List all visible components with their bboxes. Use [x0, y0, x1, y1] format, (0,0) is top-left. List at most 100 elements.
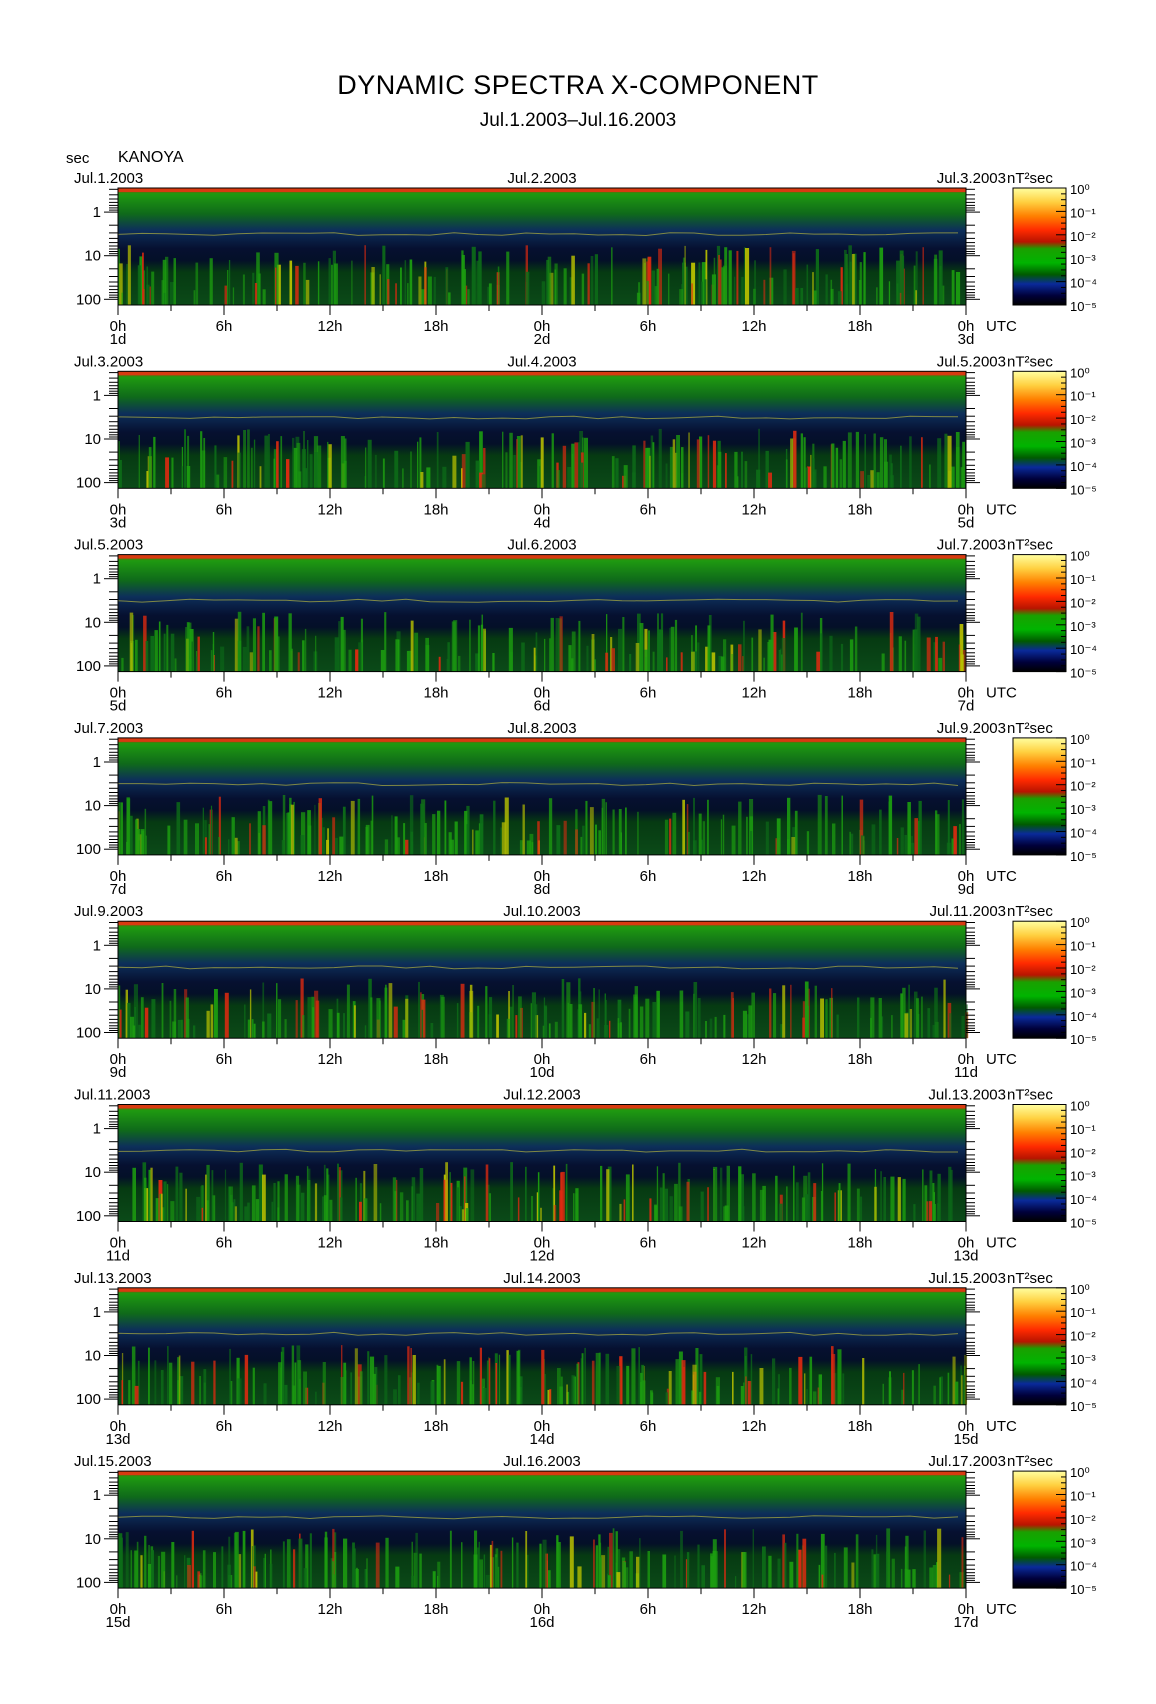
colorbar-label: 10⁻⁵ — [1070, 1399, 1097, 1414]
colorbar-label: 10⁻³ — [1070, 619, 1096, 634]
panel-start-date: Jul.3.2003 — [74, 353, 143, 370]
day-label: 9d — [958, 881, 975, 898]
y-tick-label: 1 — [93, 1304, 101, 1321]
x-tick-label: 0h — [958, 1601, 975, 1618]
y-tick-label: 10 — [84, 981, 101, 998]
spectrogram-top-band — [118, 371, 966, 376]
y-tick-label: 10 — [84, 1531, 101, 1548]
period-trace-line — [117, 598, 959, 603]
x-tick-label: 6h — [216, 1418, 233, 1435]
x-tick-label: 0h — [110, 868, 127, 885]
panel-mid-date: Jul.2.2003 — [507, 170, 576, 187]
colorbar-label: 10⁰ — [1070, 915, 1090, 930]
x-axis-ticks — [117, 1404, 967, 1415]
x-tick-label: 12h — [741, 1235, 766, 1252]
colorbar-unit: nT²sec — [1007, 353, 1053, 370]
spectrogram-panel: Jul.7.2003 Jul.8.2003 Jul.9.2003 1 10 100 0h 6h… — [74, 720, 1097, 898]
colorbar-label: 10⁻⁴ — [1070, 1009, 1097, 1024]
x-tick-label: 6h — [216, 685, 233, 702]
colorbar — [1012, 554, 1067, 673]
colorbar-ticks — [1056, 1104, 1066, 1222]
period-trace-line — [117, 965, 959, 970]
colorbar — [1012, 1287, 1067, 1406]
panel-start-date: Jul.1.2003 — [74, 170, 143, 187]
colorbar-label: 10⁻¹ — [1070, 389, 1096, 404]
panel-end-date: Jul.11.2003 — [930, 903, 1006, 920]
x-tick-label: 0h — [958, 685, 975, 702]
x-tick-label: 18h — [423, 868, 448, 885]
y-axis-ticks — [104, 1288, 980, 1400]
colorbar-label: 10⁻⁵ — [1070, 1032, 1097, 1047]
colorbar-label: 10⁻³ — [1070, 436, 1096, 451]
colorbar-unit: nT²sec — [1007, 1453, 1053, 1470]
day-label: 14d — [529, 1431, 554, 1448]
x-tick-label: 0h — [110, 685, 127, 702]
y-tick-label: 1 — [93, 1487, 101, 1504]
colorbar-label: 10⁻⁵ — [1070, 1582, 1097, 1597]
day-label: 17d — [953, 1614, 978, 1631]
x-axis-unit: UTC — [986, 318, 1017, 335]
x-tick-label: 12h — [741, 1051, 766, 1068]
colorbar-label: 10⁻³ — [1070, 252, 1096, 267]
colorbar-label: 10⁻⁴ — [1070, 642, 1097, 657]
y-tick-label: 10 — [84, 248, 101, 265]
colorbar-unit: nT²sec — [1007, 537, 1053, 554]
panel-start-date: Jul.15.2003 — [74, 1453, 152, 1470]
x-tick-label: 18h — [847, 318, 872, 335]
panel-mid-date: Jul.8.2003 — [507, 720, 576, 737]
panel-start-date: Jul.7.2003 — [74, 720, 143, 737]
y-axis-ticks — [104, 1471, 980, 1583]
x-tick-label: 6h — [640, 1418, 657, 1435]
colorbar-label: 10⁻⁵ — [1070, 1216, 1097, 1231]
period-trace-line — [117, 232, 958, 237]
panel-mid-date: Jul.4.2003 — [507, 353, 576, 370]
day-label: 13d — [105, 1431, 130, 1448]
y-axis-ticks — [104, 555, 980, 667]
colorbar-ticks — [1056, 554, 1066, 673]
x-tick-label: 6h — [640, 1601, 657, 1618]
x-tick-label: 12h — [741, 685, 766, 702]
panel-end-date: Jul.7.2003 — [937, 537, 1006, 554]
x-tick-label: 6h — [640, 1235, 657, 1252]
colorbar-label: 10⁻² — [1070, 229, 1096, 244]
colorbar — [1012, 370, 1067, 489]
x-tick-label: 12h — [317, 1418, 342, 1435]
x-tick-label: 0h — [958, 868, 975, 885]
x-tick-label: 12h — [741, 1418, 766, 1435]
period-trace-line — [117, 1148, 958, 1153]
x-tick-label: 18h — [847, 501, 872, 518]
x-tick-label: 18h — [847, 1418, 872, 1435]
colorbar-label: 10⁻⁵ — [1070, 849, 1097, 864]
colorbar-label: 10⁻¹ — [1070, 755, 1096, 770]
colorbar-label: 10⁰ — [1070, 549, 1090, 564]
x-axis-unit: UTC — [986, 1235, 1017, 1252]
colorbar-label: 10⁻³ — [1070, 1535, 1096, 1550]
activity-streaks — [118, 245, 961, 305]
period-trace-line — [117, 782, 959, 787]
spectrogram-top-band — [118, 737, 966, 742]
panel-end-date: Jul.15.2003 — [928, 1270, 1006, 1287]
panel-mid-date: Jul.10.2003 — [503, 903, 581, 920]
x-tick-label: 18h — [423, 1418, 448, 1435]
chart-title: DYNAMIC SPECTRA X-COMPONENT — [337, 70, 819, 100]
y-tick-label: 1 — [93, 937, 101, 954]
x-tick-label: 6h — [216, 1601, 233, 1618]
x-tick-label: 12h — [317, 1601, 342, 1618]
day-label: 2d — [534, 331, 551, 348]
x-tick-label: 0h — [958, 1418, 975, 1435]
colorbar-label: 10⁰ — [1070, 182, 1090, 197]
colorbar-label: 10⁰ — [1070, 365, 1090, 380]
activity-streaks — [118, 428, 965, 489]
x-tick-label: 0h — [534, 1418, 551, 1435]
y-axis-unit-label: sec — [66, 150, 90, 167]
colorbar — [1012, 920, 1067, 1039]
y-tick-label: 10 — [84, 1164, 101, 1181]
x-tick-label: 6h — [640, 868, 657, 885]
spectrogram-top-band — [118, 554, 966, 559]
x-tick-label: 18h — [847, 1235, 872, 1252]
colorbar-label: 10⁻¹ — [1070, 939, 1096, 954]
y-axis-ticks — [104, 372, 980, 484]
colorbar-label: 10⁻³ — [1070, 985, 1096, 1000]
chart-subtitle: Jul.1.2003–Jul.16.2003 — [479, 110, 677, 131]
